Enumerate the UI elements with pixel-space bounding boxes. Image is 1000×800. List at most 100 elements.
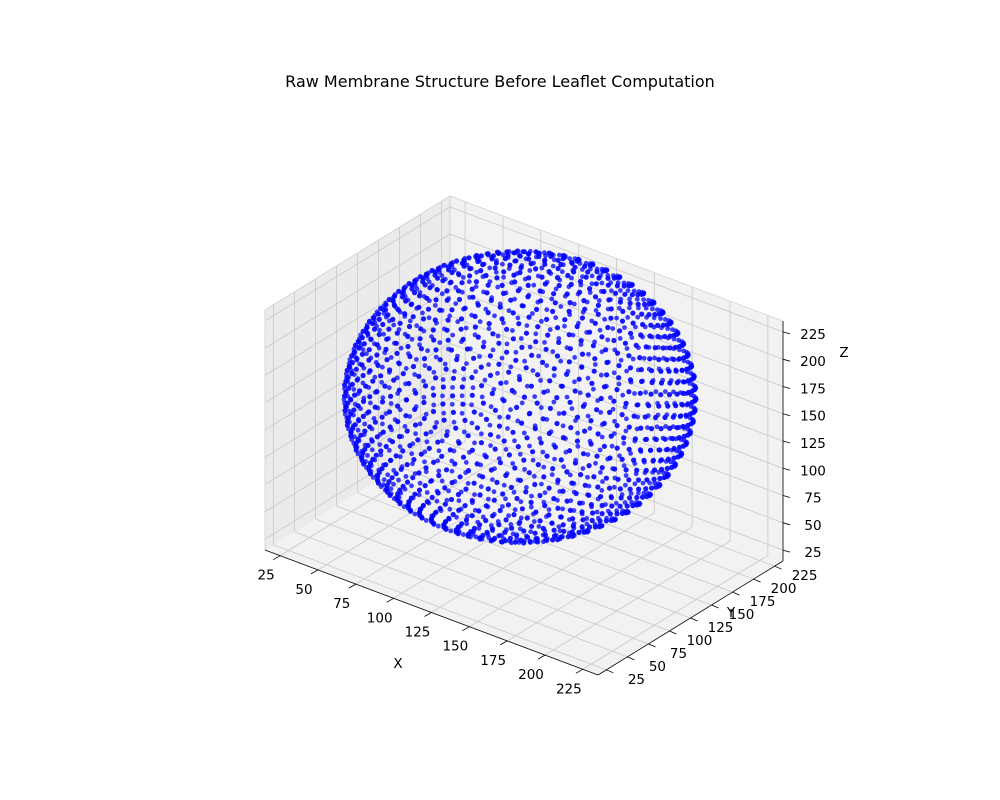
data-point xyxy=(590,343,597,349)
data-point xyxy=(656,311,662,317)
data-point xyxy=(508,407,513,413)
data-point xyxy=(440,278,446,284)
data-point xyxy=(345,374,351,380)
data-point xyxy=(551,373,557,378)
data-point xyxy=(517,376,523,383)
data-point xyxy=(365,330,371,337)
data-point xyxy=(604,372,610,378)
z-tick-label: 175 xyxy=(800,381,826,397)
data-point xyxy=(519,400,525,406)
data-point xyxy=(567,507,574,513)
data-point xyxy=(635,402,641,408)
data-point xyxy=(683,412,689,418)
data-point xyxy=(434,287,440,293)
data-point xyxy=(454,258,460,264)
data-point xyxy=(490,331,496,337)
data-point xyxy=(457,474,463,480)
data-point xyxy=(599,434,605,440)
data-point xyxy=(676,435,682,441)
data-point xyxy=(555,257,561,263)
data-point xyxy=(526,470,532,476)
data-point xyxy=(652,467,658,473)
data-point xyxy=(421,378,426,384)
data-point xyxy=(626,389,632,395)
data-point xyxy=(615,476,621,482)
data-point xyxy=(625,315,631,320)
data-point xyxy=(492,407,498,413)
data-point xyxy=(623,467,629,473)
data-point xyxy=(439,453,445,459)
data-point xyxy=(455,319,461,325)
data-point xyxy=(437,307,443,313)
data-point xyxy=(511,489,517,495)
data-point xyxy=(479,394,485,400)
data-point xyxy=(665,446,671,452)
data-point xyxy=(579,351,586,357)
data-point xyxy=(591,368,597,374)
data-point xyxy=(538,440,544,446)
data-point xyxy=(464,346,471,352)
data-point xyxy=(572,460,579,466)
data-point xyxy=(532,426,538,432)
grid-line xyxy=(294,531,628,658)
data-point xyxy=(517,451,523,457)
data-point xyxy=(650,457,657,463)
data-point xyxy=(357,388,363,394)
data-point xyxy=(478,364,484,370)
data-point xyxy=(603,475,610,481)
grid-line xyxy=(449,342,784,469)
data-point xyxy=(486,321,492,327)
data-point xyxy=(456,296,463,303)
data-point xyxy=(466,279,472,285)
data-point xyxy=(456,440,462,446)
data-point xyxy=(558,358,564,364)
data-point xyxy=(605,282,611,288)
data-point xyxy=(413,431,418,437)
data-point xyxy=(497,507,503,514)
data-point xyxy=(527,538,533,545)
data-point xyxy=(370,475,376,480)
data-point xyxy=(429,478,435,484)
data-point xyxy=(535,372,541,378)
data-point xyxy=(612,290,619,296)
data-point xyxy=(470,294,476,300)
data-point xyxy=(580,403,587,409)
y-tick-label: 125 xyxy=(708,620,734,636)
data-point xyxy=(480,344,486,350)
data-point xyxy=(452,461,458,467)
z-tick-label: 25 xyxy=(804,545,821,561)
data-point xyxy=(500,290,507,296)
data-point xyxy=(606,297,612,303)
data-point xyxy=(643,305,649,311)
data-point xyxy=(539,265,545,271)
data-point xyxy=(485,251,491,257)
data-point xyxy=(501,269,507,275)
data-point xyxy=(535,324,541,330)
data-point xyxy=(594,407,600,413)
data-point xyxy=(460,336,466,342)
data-point xyxy=(643,486,649,492)
data-point xyxy=(442,485,448,491)
data-point xyxy=(518,515,524,521)
data-point xyxy=(421,415,427,422)
data-point xyxy=(608,395,613,400)
data-point xyxy=(384,357,390,363)
data-point xyxy=(664,357,670,363)
x-tick-label: 75 xyxy=(333,596,350,612)
data-point xyxy=(508,484,514,490)
data-point xyxy=(685,378,691,384)
data-point xyxy=(461,429,467,435)
data-point xyxy=(594,269,600,275)
data-point xyxy=(556,411,562,416)
data-point xyxy=(664,322,671,328)
data-point xyxy=(619,510,625,516)
data-point xyxy=(625,288,631,293)
data-point xyxy=(647,333,653,339)
data-point xyxy=(430,385,436,391)
data-point xyxy=(505,414,511,420)
data-point xyxy=(530,368,536,373)
data-point xyxy=(527,344,533,350)
data-point xyxy=(632,436,639,442)
data-point xyxy=(635,292,641,298)
